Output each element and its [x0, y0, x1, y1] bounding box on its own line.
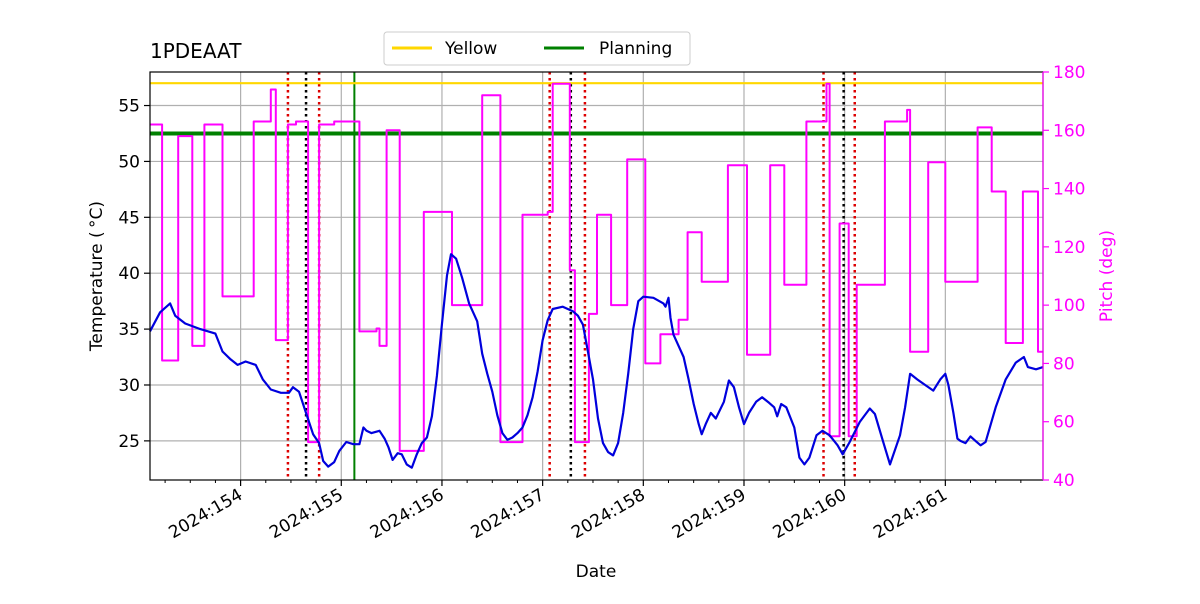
legend: Yellow Planning — [383, 31, 691, 66]
legend-label-planning: Planning — [599, 39, 672, 59]
x-tick-label: 2024:154 — [166, 485, 247, 543]
x-tick-label: 2024:157 — [468, 485, 549, 543]
y-tick-label: 45 — [118, 208, 140, 228]
legend-box — [383, 31, 691, 66]
y-tick-label: 35 — [118, 320, 140, 340]
y2-tick-label: 120 — [1053, 238, 1085, 258]
y-axis-label: Temperature ( °C) — [87, 201, 107, 352]
y-tick-label: 50 — [118, 152, 140, 172]
series — [149, 82, 1044, 469]
temperature-series-line — [149, 253, 1044, 469]
legend-label-yellow: Yellow — [444, 39, 497, 59]
x-tick-label: 2024:160 — [770, 485, 851, 543]
y-tick-label: 25 — [118, 432, 140, 452]
x-axis-label: Date — [576, 562, 617, 582]
x-tick-label: 2024:156 — [367, 485, 448, 543]
y-tick-label: 40 — [118, 264, 140, 284]
y-tick-label: 30 — [118, 376, 140, 396]
y2-tick-label: 140 — [1053, 180, 1085, 200]
y2-tick-label: 80 — [1053, 354, 1075, 374]
y2-tick-label: 60 — [1053, 413, 1075, 433]
chart-title: 1PDEAAT — [150, 39, 242, 63]
x-tick-label: 2024:161 — [870, 485, 951, 543]
y2-tick-label: 160 — [1053, 121, 1085, 141]
pitch-series-line — [150, 82, 1043, 452]
y2-tick-label: 100 — [1053, 296, 1085, 316]
x-tick-label: 2024:155 — [266, 485, 347, 543]
y2-tick-label: 180 — [1053, 63, 1085, 83]
y-tick-label: 55 — [118, 97, 140, 117]
y2-tick-label: 40 — [1053, 471, 1075, 491]
x-tick-label: 2024:159 — [669, 485, 750, 543]
x-tick-label: 2024:158 — [568, 485, 649, 543]
limit-lines — [150, 82, 1043, 136]
y2-axis-label: Pitch (deg) — [1097, 230, 1117, 322]
